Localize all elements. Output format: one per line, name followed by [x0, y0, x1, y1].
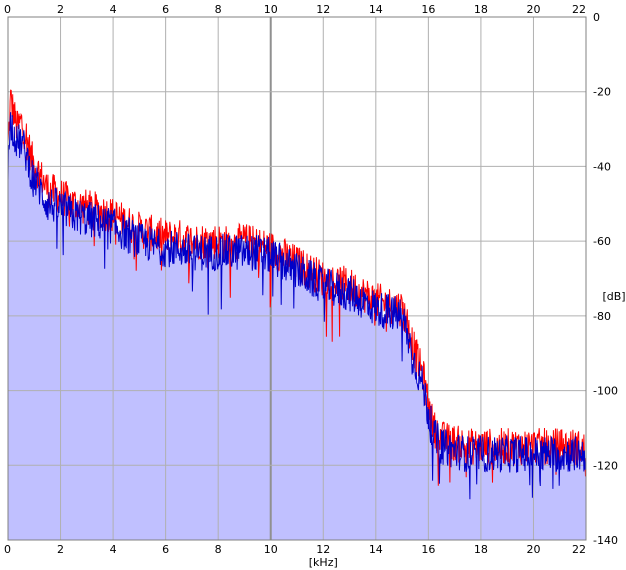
x-tick-label-top-8: 16: [421, 3, 435, 16]
y-tick-label-2: -40: [593, 160, 611, 173]
x-tick-label-bottom-10: 20: [526, 543, 540, 556]
x-tick-label-bottom-2: 4: [110, 543, 117, 556]
x-tick-label-top-6: 12: [316, 3, 330, 16]
x-tick-label-bottom-0: 0: [4, 543, 11, 556]
x-tick-label-bottom-5: 10: [264, 543, 278, 556]
x-tick-label-top-1: 2: [57, 3, 64, 16]
series-line-1: [7, 112, 587, 500]
x-tick-label-bottom-3: 6: [162, 543, 169, 556]
y-tick-label-0: 0: [593, 11, 600, 24]
plot-frame: [7, 16, 587, 541]
y-tick-label-4: -80: [593, 310, 611, 323]
y-axis-label: [dB]: [602, 290, 625, 303]
y-tick-label-7: -140: [593, 534, 618, 547]
x-axis-label: [kHz]: [309, 556, 338, 569]
x-tick-label-top-9: 18: [474, 3, 488, 16]
x-tick-label-bottom-1: 2: [57, 543, 64, 556]
y-tick-label-6: -120: [593, 459, 618, 472]
x-tick-label-bottom-9: 18: [474, 543, 488, 556]
x-tick-label-top-10: 20: [526, 3, 540, 16]
x-tick-label-top-11: 22: [572, 3, 586, 16]
x-tick-label-top-0: 0: [4, 3, 11, 16]
x-tick-label-top-5: 10: [264, 3, 278, 16]
x-tick-labels-bottom: 0 2 4 6 8 10 12 14 16 18 20 22: [4, 543, 586, 556]
x-tick-label-top-2: 4: [110, 3, 117, 16]
series-traces: [7, 89, 587, 500]
x-tick-label-top-7: 14: [369, 3, 383, 16]
x-tick-label-top-3: 6: [162, 3, 169, 16]
x-tick-label-bottom-8: 16: [421, 543, 435, 556]
y-tick-labels: 0 -20 -40 -60 -80 -100 -120 -140: [593, 11, 618, 547]
x-tick-labels-top: 0 2 4 6 8 10 12 14 16 18 20 22: [4, 3, 586, 16]
y-tick-label-3: -60: [593, 235, 611, 248]
y-tick-label-1: -20: [593, 86, 611, 99]
y-tick-label-5: -100: [593, 385, 618, 398]
x-tick-label-bottom-4: 8: [215, 543, 222, 556]
x-tick-label-bottom-11: 22: [572, 543, 586, 556]
x-tick-label-bottom-7: 14: [369, 543, 383, 556]
x-tick-label-top-4: 8: [215, 3, 222, 16]
x-tick-label-bottom-6: 12: [316, 543, 330, 556]
